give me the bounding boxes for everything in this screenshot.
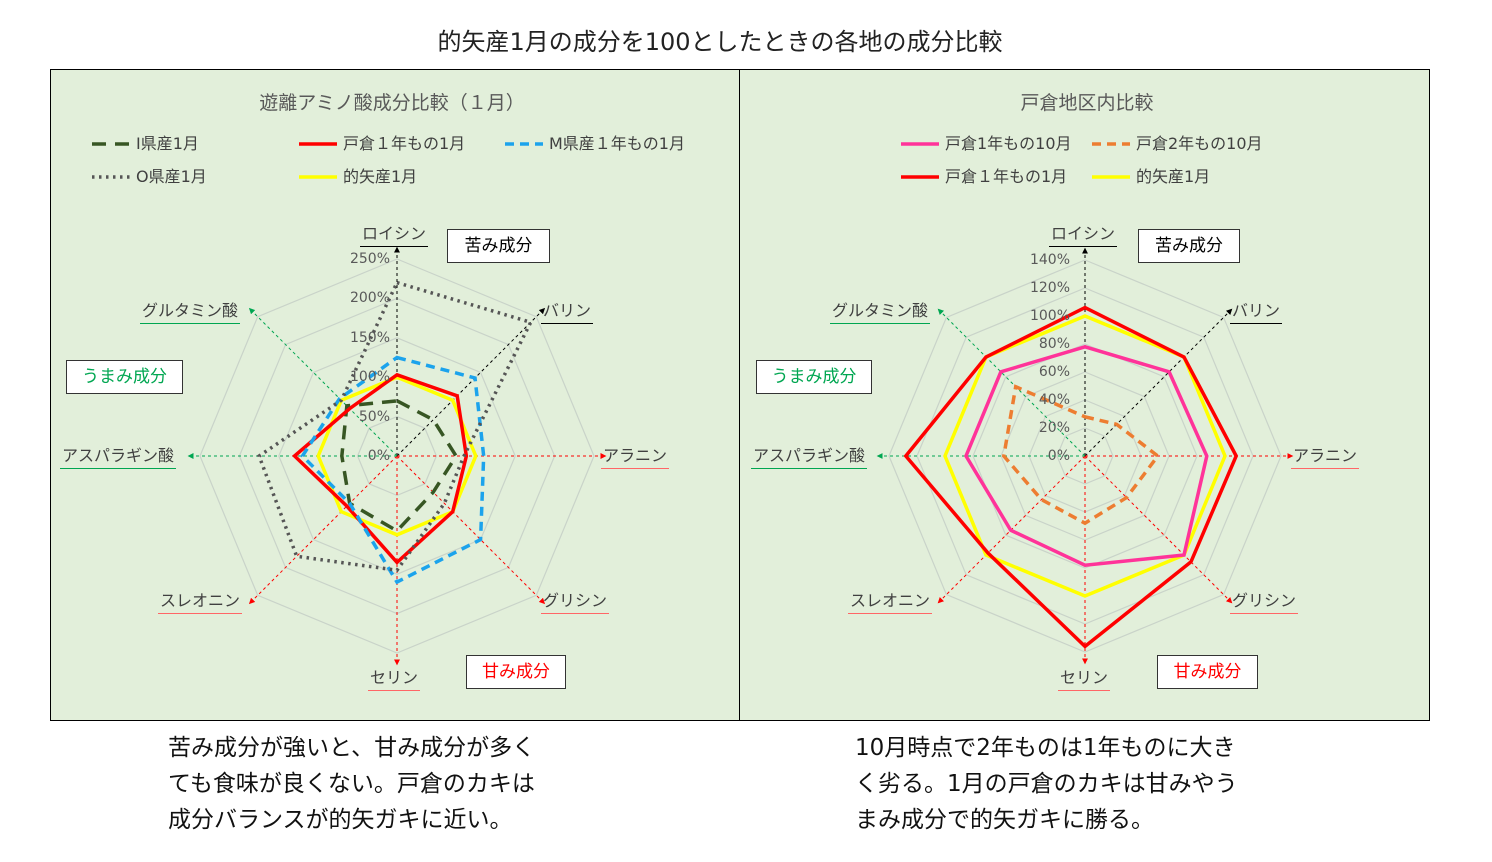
axis-arrow-sweet <box>1084 455 1233 604</box>
axis-label: スレオニン <box>848 591 933 614</box>
legend-label: O県産1月 <box>136 167 207 186</box>
tick-label: 20% <box>1038 420 1070 436</box>
legend-label: 戸倉１年もの1月 <box>343 134 466 153</box>
series-line <box>943 314 1227 598</box>
right-note: 10月時点で2年ものは1年ものに大き く劣る。1月の戸倉のカキは甘みやう まみ成… <box>855 730 1315 838</box>
right-note-line: 10月時点で2年ものは1年ものに大き <box>855 735 1236 761</box>
tick-label: 140% <box>1029 252 1070 268</box>
tick-label: 0% <box>367 448 390 464</box>
axis-label: アスパラギン酸 <box>60 446 177 469</box>
legend-swatch <box>1092 142 1130 146</box>
grid-ring <box>356 415 438 497</box>
legend-label: 戸倉1年もの10月 <box>945 134 1072 153</box>
tick-label: 250% <box>349 251 390 267</box>
axis-label: セリン <box>368 668 421 691</box>
left-note-line: ても食味が良くない。戸倉のカキは <box>168 771 535 797</box>
series-line <box>903 305 1239 649</box>
axis-label: セリン <box>1058 668 1111 691</box>
axis-arrow-sweet <box>396 455 546 605</box>
umami-box-right: うまみ成分 <box>756 360 872 394</box>
grid-ring <box>199 258 595 654</box>
umami-box-left: うまみ成分 <box>66 360 183 394</box>
grid-ring <box>1056 427 1114 485</box>
panel-divider <box>739 69 740 721</box>
legend-label: 戸倉2年もの10月 <box>1136 134 1263 153</box>
axis-label: グリシン <box>541 591 610 614</box>
tick-label: 150% <box>349 329 390 346</box>
legend-label: M県産１年もの1月 <box>549 134 685 153</box>
series-line <box>256 280 534 573</box>
legend-swatch <box>901 175 939 179</box>
legend-swatch <box>92 142 130 146</box>
series-line <box>300 355 486 585</box>
legend-label: 的矢産1月 <box>1136 167 1211 186</box>
right-note-line: く劣る。1月の戸倉のカキは甘みやう <box>855 771 1238 797</box>
legend-label: I県産1月 <box>136 134 199 153</box>
axis-arrow-bitter <box>396 307 546 457</box>
axis-arrow-umami <box>937 308 1086 457</box>
axis-label: グリシン <box>1230 591 1299 614</box>
axis-label: アスパラギン酸 <box>751 446 868 469</box>
legend-swatch <box>901 142 939 146</box>
tick-label: 120% <box>1029 280 1070 296</box>
sweet-box-right: 甘み成分 <box>1157 655 1258 689</box>
axis-label: バリン <box>541 301 594 324</box>
axis-label: グルタミン酸 <box>830 301 931 324</box>
right-chart-title: 戸倉地区内比較 <box>1020 92 1154 114</box>
axis-label: ロイシン <box>1049 224 1118 247</box>
axis-label: アラニン <box>601 446 670 469</box>
series-line <box>1001 384 1161 526</box>
bitter-box-left: 苦み成分 <box>447 229 550 263</box>
left-note-line: 成分バランスが的矢ガキに近い。 <box>168 807 513 833</box>
sweet-box-left: 甘み成分 <box>466 655 566 689</box>
left-note: 苦み成分が強いと、甘み成分が多く ても食味が良くない。戸倉のカキは 成分バランス… <box>168 730 628 838</box>
left-chart-title: 遊離アミノ酸成分比較（１月） <box>259 92 525 114</box>
tick-label: 60% <box>1038 364 1070 380</box>
grid-ring <box>972 343 1198 569</box>
axis-arrow-bitter <box>1084 308 1233 457</box>
legend-label: 戸倉１年もの1月 <box>945 167 1068 186</box>
axis-arrow-sweet <box>248 455 398 605</box>
series-line <box>964 344 1209 567</box>
tick-label: 0% <box>1047 448 1070 464</box>
axis-label: グルタミン酸 <box>140 301 241 324</box>
legend-swatch <box>1092 175 1130 179</box>
series-line <box>291 372 469 565</box>
axis-label: スレオニン <box>158 591 243 614</box>
tick-label: 40% <box>1038 392 1070 408</box>
axis-label: ロイシン <box>360 224 429 247</box>
tick-label: 80% <box>1038 336 1070 352</box>
axis-label: バリン <box>1230 301 1283 324</box>
right-note-line: まみ成分で的矢ガキに勝る。 <box>855 807 1154 833</box>
tick-label: 100% <box>1029 308 1070 324</box>
main-title: 的矢産1月の成分を100としたときの各地の成分比較 <box>437 28 1003 56</box>
axis-arrow-umami <box>248 307 398 457</box>
legend-swatch <box>505 142 543 146</box>
series-line <box>340 399 459 534</box>
bitter-box-right: 苦み成分 <box>1138 229 1240 263</box>
axis-label: アラニン <box>1291 446 1360 469</box>
tick-label: 100% <box>349 369 390 386</box>
grid-ring <box>278 337 516 575</box>
left-note-line: 苦み成分が強いと、甘み成分が多く <box>168 735 536 761</box>
grid-ring <box>888 259 1282 653</box>
legend-swatch <box>92 175 130 179</box>
legend-swatch <box>299 175 337 179</box>
legend-label: 的矢産1月 <box>343 167 418 186</box>
tick-label: 200% <box>349 290 390 307</box>
legend-swatch <box>299 142 337 146</box>
tick-label: 50% <box>358 408 390 425</box>
